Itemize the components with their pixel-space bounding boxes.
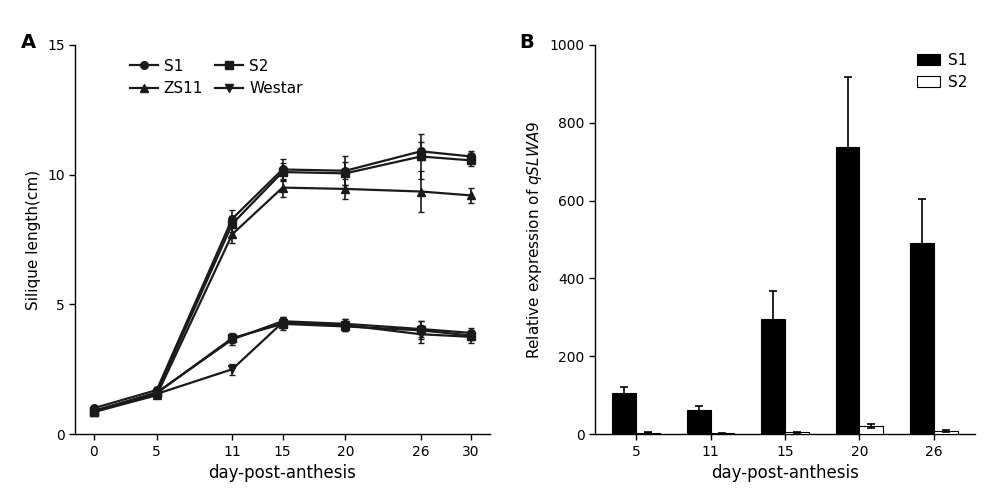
- X-axis label: day-post-anthesis: day-post-anthesis: [711, 464, 859, 482]
- Bar: [785, 432, 809, 434]
- Bar: [859, 426, 883, 434]
- Legend: S1, ZS11, S2, Westar: S1, ZS11, S2, Westar: [124, 52, 309, 102]
- Legend: S1, S2: S1, S2: [917, 52, 967, 90]
- Bar: [761, 319, 785, 434]
- Bar: [711, 433, 734, 434]
- Text: A: A: [21, 33, 36, 52]
- Y-axis label: Silique length(cm): Silique length(cm): [26, 170, 41, 309]
- Bar: [687, 410, 711, 434]
- Text: B: B: [519, 33, 534, 52]
- X-axis label: day-post-anthesis: day-post-anthesis: [209, 464, 356, 482]
- Y-axis label: Relative expression of $qSLWA9$: Relative expression of $qSLWA9$: [525, 120, 544, 359]
- Bar: [636, 433, 660, 434]
- Bar: [836, 147, 859, 434]
- Bar: [612, 393, 636, 434]
- Bar: [910, 244, 934, 434]
- Bar: [934, 431, 958, 434]
